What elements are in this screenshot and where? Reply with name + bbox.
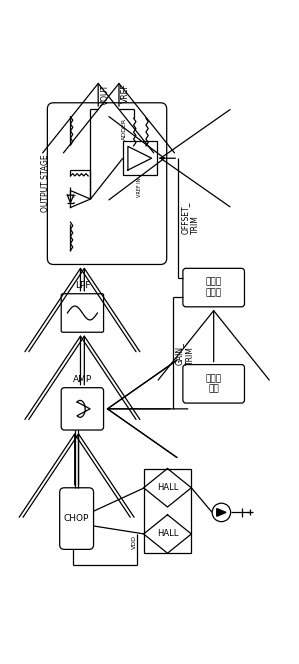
Text: CHOP: CHOP xyxy=(64,514,89,523)
Text: HALL: HALL xyxy=(157,483,178,492)
Text: OFFSET_
TRIM: OFFSET_ TRIM xyxy=(181,202,200,234)
Text: HALL: HALL xyxy=(157,529,178,539)
Text: 温度传: 温度传 xyxy=(206,374,222,383)
Text: VREF: VREF xyxy=(121,84,130,104)
Text: AMP: AMP xyxy=(73,375,92,384)
Text: VOUT: VOUT xyxy=(100,84,109,105)
Text: 偿模块: 偿模块 xyxy=(206,288,222,297)
Text: OUTPUT STAGE: OUTPUT STAGE xyxy=(41,155,50,212)
Text: 数字补: 数字补 xyxy=(206,278,222,287)
Text: VREF IN: VREF IN xyxy=(137,177,142,197)
Text: GAIN_
TRIM: GAIN_ TRIM xyxy=(175,341,195,365)
Bar xyxy=(123,141,157,175)
Text: +: + xyxy=(71,193,77,199)
Text: -: - xyxy=(72,199,75,205)
Text: ADDER: ADDER xyxy=(122,118,127,139)
Bar xyxy=(144,469,190,553)
Text: 感器: 感器 xyxy=(208,384,219,394)
Polygon shape xyxy=(217,509,226,517)
Text: LPF: LPF xyxy=(75,281,90,290)
Text: VDD: VDD xyxy=(132,535,137,548)
